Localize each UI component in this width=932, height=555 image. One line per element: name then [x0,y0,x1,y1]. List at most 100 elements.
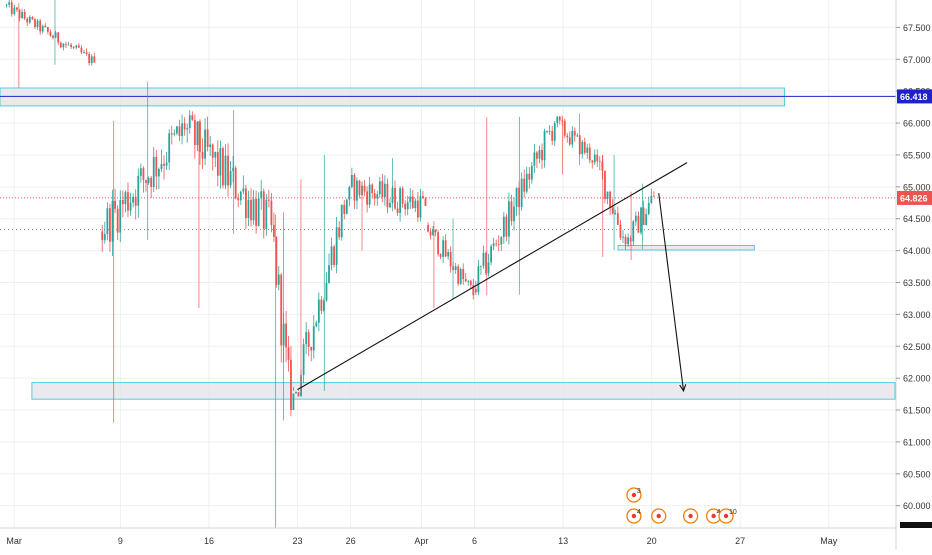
candle-body [389,202,391,208]
candle-body [556,116,559,124]
candle-body [650,195,653,203]
time-axis[interactable]: Mar 9 16 23 26 Apr 6 13 20 27 May [0,527,896,546]
level-price-badge[interactable] [897,89,932,104]
candle-body [338,227,341,238]
candle-body [119,199,122,233]
candle-body [477,266,480,293]
candle-body [247,199,250,219]
price-tick-label: 65.000 [903,182,931,192]
candle-body [242,188,245,192]
candle-body [422,196,424,199]
candle-body [211,144,214,158]
candle-body [596,154,599,162]
candle-body [472,285,475,296]
candle-body [350,174,353,187]
candle-body [252,199,255,221]
candle-body [652,195,655,197]
candle-body [320,299,323,311]
candle-body [376,194,379,199]
candle-body [485,252,487,274]
zones [0,87,896,400]
candle-body [401,188,404,204]
candle-body [160,163,163,169]
support-zone-mid [617,245,755,251]
candle-body [406,202,409,210]
candle-body [591,160,594,163]
candle-body [619,224,622,238]
candle-body [525,173,528,192]
candle-body [368,184,371,205]
candle-body [502,216,505,238]
event-marker-icon-dot [631,513,637,519]
candle-body [139,168,142,176]
candle-body [640,207,642,233]
candle-body [434,229,437,233]
axis-scale-handle[interactable] [900,522,932,528]
candle-body [127,192,129,211]
candle-body [222,148,224,186]
candle-body [563,120,566,136]
candle-body [134,196,137,206]
candle-body [16,7,18,10]
time-tick-label: May [820,536,838,546]
candle-body [186,128,189,130]
price-tick-label: 63.500 [903,278,931,288]
candle-body [373,193,376,199]
candle-body [541,149,543,161]
candle-body [464,278,467,282]
time-tick-label: 23 [292,536,302,546]
current-price-badge[interactable] [897,190,932,205]
time-tick-label: 20 [647,536,657,546]
level-lines [0,95,896,231]
trend-line[interactable] [297,162,688,391]
candle-body [328,265,330,284]
candle-body [116,208,119,233]
time-tick-label: Apr [414,536,428,546]
event-count-label: 4 [717,509,721,516]
candle-body [558,116,561,121]
event-markers[interactable]: 3 4 4 10 [626,487,737,524]
candle-body [13,7,16,15]
candle-body [124,192,127,205]
candle-body [624,236,627,245]
candle-body [216,151,219,176]
candle-body [8,2,11,5]
drawings[interactable] [297,162,688,393]
candle-body [411,196,414,209]
candle-body [280,274,283,346]
price-tick-label: 62.500 [903,342,931,352]
candle-body [627,237,630,245]
candle-body [234,167,237,199]
candle-body [508,201,510,237]
price-tick-label: 61.500 [903,406,931,416]
resistance-zone [0,87,785,107]
price-tick-label: 61.000 [903,437,931,447]
price-tick-label: 64.500 [903,214,931,224]
candle-body [593,154,596,163]
candle-body [386,183,389,208]
candle-body [297,392,300,397]
candle-body [227,155,229,186]
candle-body [622,236,624,238]
projection-arrow-line[interactable] [658,193,685,391]
candle-body [44,25,47,28]
price-axis[interactable]: 60.000 60.500 61.000 61.500 62.000 62.500 63.0… [895,0,932,550]
candle-body [62,43,65,48]
projection-arrow-head[interactable] [679,384,687,393]
candle-body [193,120,196,146]
candle-body [39,20,42,32]
candle-body [490,246,493,263]
time-tick-label: 9 [118,536,123,546]
candle-body [111,201,114,242]
candle-body [467,280,470,282]
candle-body [548,130,551,132]
candle-body [523,178,526,192]
candle-body [36,20,39,28]
candle-body [232,167,235,172]
candle-body [257,198,260,226]
candle-body [204,129,206,159]
candle-body [546,130,549,132]
candle-body [340,204,343,238]
